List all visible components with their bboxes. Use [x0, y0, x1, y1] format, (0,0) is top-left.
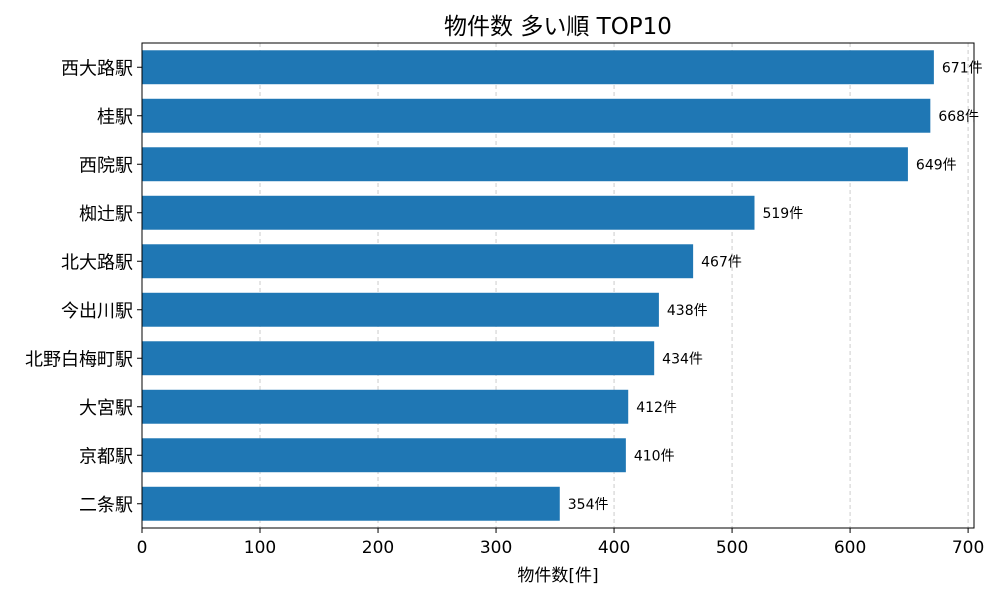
bar — [142, 292, 659, 327]
category-label: 大宮駅 — [79, 398, 133, 419]
x-tick-label: 500 — [716, 538, 748, 558]
data-label: 434件 — [662, 351, 703, 367]
category-label: 北野白梅町駅 — [25, 349, 133, 370]
data-label: 438件 — [667, 303, 708, 319]
bars — [142, 50, 934, 521]
category-label: 椥辻駅 — [79, 204, 133, 225]
category-label: 北大路駅 — [61, 252, 133, 273]
x-tick-label: 100 — [244, 538, 276, 558]
x-tick-label: 200 — [362, 538, 394, 558]
x-tick-label: 0 — [137, 538, 148, 558]
data-label: 412件 — [636, 400, 677, 416]
data-label: 410件 — [634, 448, 675, 464]
data-label: 354件 — [568, 497, 609, 513]
category-label: 桂駅 — [97, 107, 133, 128]
bar — [142, 438, 626, 473]
category-label: 西院駅 — [79, 155, 133, 176]
category-label: 京都駅 — [79, 446, 133, 467]
plot-frame — [141, 42, 975, 529]
data-label: 519件 — [762, 206, 803, 222]
x-tick-label: 600 — [834, 538, 866, 558]
x-tick-label: 400 — [598, 538, 630, 558]
data-labels: 671件 668件 649件 519件 467件 438件 434件 412件 410件 354件 — [568, 60, 983, 513]
data-label: 668件 — [938, 109, 979, 125]
x-axis-label: 物件数[件] — [517, 566, 598, 586]
bar — [142, 98, 931, 133]
bar — [142, 195, 755, 230]
bar — [142, 341, 655, 376]
data-label: 467件 — [701, 254, 742, 270]
category-label: 今出川駅 — [61, 301, 133, 322]
x-tick-label: 700 — [952, 538, 984, 558]
chart-title: 物件数 多い順 TOP10 — [444, 14, 672, 40]
data-label: 649件 — [916, 157, 957, 173]
category-label: 西大路駅 — [61, 58, 133, 79]
bar — [142, 147, 908, 182]
bar — [142, 486, 560, 521]
bar — [142, 244, 694, 279]
x-tick-label: 300 — [480, 538, 512, 558]
x-axis-ticks: 0 100 200 300 400 500 600 700 — [137, 528, 984, 558]
bar — [142, 389, 629, 424]
bar — [142, 50, 934, 85]
category-label: 二条駅 — [79, 495, 133, 516]
data-label: 671件 — [942, 60, 983, 76]
